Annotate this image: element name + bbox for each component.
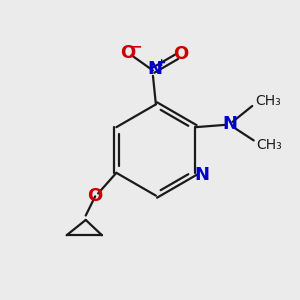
Text: O: O [173, 45, 188, 63]
Text: N: N [147, 60, 162, 78]
Text: CH₃: CH₃ [255, 94, 281, 108]
Text: N: N [194, 166, 209, 184]
Text: −: − [130, 39, 142, 53]
Text: +: + [157, 58, 166, 68]
Text: O: O [88, 188, 103, 206]
Text: CH₃: CH₃ [257, 138, 282, 152]
Text: O: O [120, 44, 136, 62]
Text: N: N [223, 115, 238, 133]
